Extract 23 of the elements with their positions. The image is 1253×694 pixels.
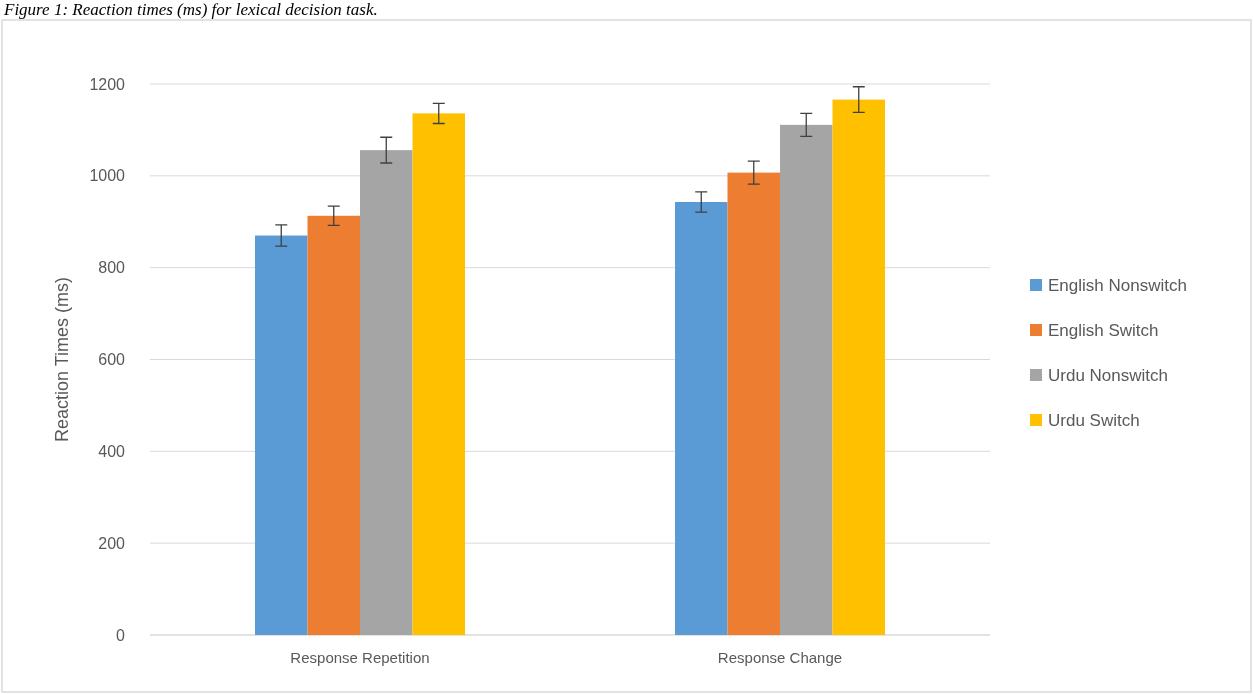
y-axis-title: Reaction Times (ms) xyxy=(52,276,72,443)
legend-label: English Switch xyxy=(1048,320,1159,340)
bar xyxy=(255,235,308,635)
bar xyxy=(727,172,780,635)
legend-label: Urdu Nonswitch xyxy=(1048,365,1168,385)
bar xyxy=(675,202,728,635)
y-tick-label: 200 xyxy=(98,534,126,552)
x-tick-label: Response Repetition xyxy=(290,649,430,666)
y-tick-label: 0 xyxy=(116,626,126,644)
bar xyxy=(832,99,885,635)
bar xyxy=(360,150,413,635)
bar xyxy=(412,113,465,635)
y-tick-label: 1200 xyxy=(89,75,126,93)
y-tick-label: 800 xyxy=(98,259,126,277)
legend-label: Urdu Switch xyxy=(1048,410,1140,430)
y-tick-label: 400 xyxy=(98,442,126,460)
x-tick-label: Response Change xyxy=(717,649,843,666)
y-tick-label: 600 xyxy=(98,351,126,369)
y-tick-label: 1000 xyxy=(89,167,126,185)
chart-title: Figure 1: Reaction times (ms) for lexical decision task. xyxy=(3,0,378,19)
legend-label: English Nonswitch xyxy=(1048,275,1187,295)
bar xyxy=(307,215,360,635)
bar xyxy=(780,124,833,635)
